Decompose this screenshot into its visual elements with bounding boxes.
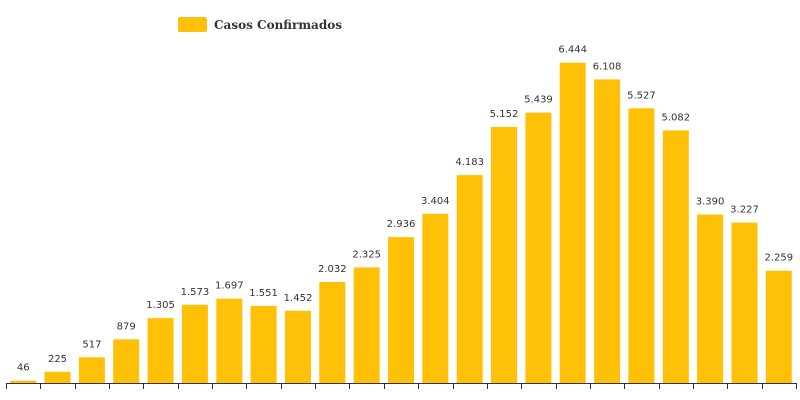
legend-swatch [178,17,207,32]
bar-value-label: 5.152 [490,109,519,120]
bar [353,267,380,383]
bar-value-label: 3.390 [696,197,725,208]
bar-value-label: 1.551 [249,288,278,299]
bars-group [10,62,792,384]
bar [319,282,346,383]
bar-value-label: 2.259 [764,253,793,264]
bar [422,213,449,383]
bar-value-label: 5.082 [661,112,690,123]
bar-value-label: 4.183 [455,157,484,168]
bar [594,79,621,384]
bar [78,357,105,383]
bar [731,222,758,383]
bar [388,237,414,383]
bar-value-label: 6.108 [593,61,622,72]
bar-value-label: 1.452 [284,293,313,304]
bar [697,214,724,383]
bar-value-label: 5.439 [524,95,553,106]
bar [525,112,552,383]
bar [765,270,792,383]
bar-value-label: 1.305 [146,300,175,311]
bar [491,126,517,384]
bar-value-label: 517 [82,339,101,350]
bar-value-label: 3.404 [421,196,450,207]
bar-value-label: 225 [48,354,67,365]
bar-value-label: 2.325 [352,249,381,260]
bar [662,130,689,383]
bar [250,305,277,383]
bar [10,380,37,383]
bar [456,175,483,383]
bar-value-label: 46 [17,363,30,374]
legend-label: Casos Confirmados [214,17,342,32]
bar [113,339,140,383]
chart-legend: Casos Confirmados [178,17,342,32]
bar-value-label: 2.032 [318,264,347,275]
x-axis [6,383,797,389]
bar-value-label: 3.227 [730,205,759,216]
bar [559,62,586,383]
bar-value-label: 6.444 [558,45,587,56]
bar [285,310,311,383]
bar [181,304,208,383]
bar-value-label: 1.697 [215,281,244,292]
value-labels-group: 46 225 517 879 1.305 1.573 1.697 1.551 1.452 2.03… [17,45,793,374]
bar-value-label: 879 [117,321,136,332]
bar [147,318,174,383]
bar [44,371,71,383]
bar [628,108,655,384]
bar-value-label: 1.573 [181,287,210,298]
bar [216,298,243,383]
bar-value-label: 2.936 [387,219,416,230]
bar-value-label: 5.527 [627,90,656,101]
